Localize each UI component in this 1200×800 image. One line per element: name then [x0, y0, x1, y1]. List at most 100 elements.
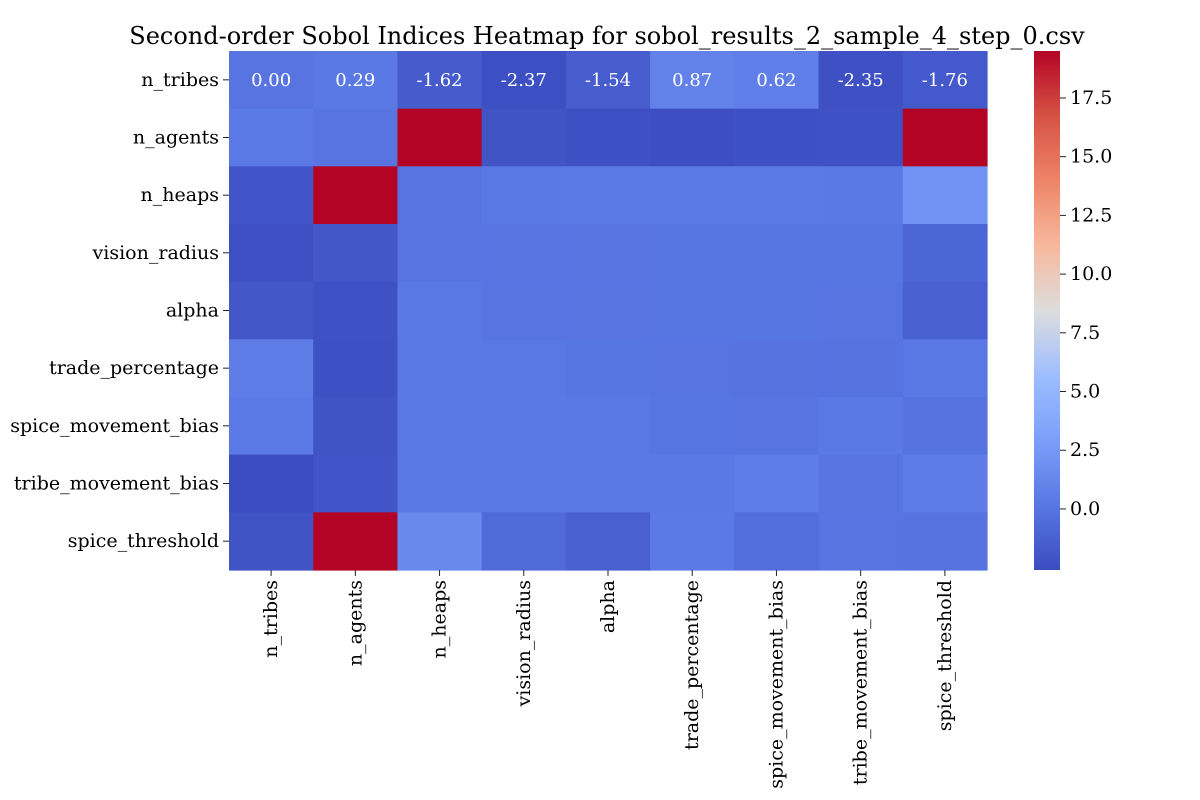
heatmap-cell [481, 51, 567, 110]
cell-value-label: 0.29 [335, 70, 375, 91]
heatmap-cell [313, 281, 399, 340]
x-tick-label: n_tribes [260, 580, 282, 658]
y-tick-label: n_agents [133, 127, 219, 149]
heatmap-cell [902, 397, 988, 456]
heatmap-cells [229, 51, 988, 571]
cell-value-label: 0.00 [251, 70, 291, 91]
heatmap-cell [397, 397, 483, 456]
cell-value-label: 0.62 [756, 70, 796, 91]
heatmap-cell [565, 454, 651, 513]
heatmap-cell [229, 512, 314, 571]
x-tick-label: spice_movement_bias [765, 580, 787, 789]
colorbar-ticks: 0.0 2.5 5.0 7.5 10.0 12.5 15.0 17.5 [1060, 87, 1112, 520]
x-tick-label: tribe_movement_bias [850, 580, 872, 785]
x-tick-label: alpha [597, 580, 619, 633]
heatmap-cell [902, 339, 988, 398]
colorbar-tick-label: 10.0 [1070, 263, 1112, 285]
colorbar-tick-label: 2.5 [1070, 439, 1100, 461]
heatmap-cell [734, 281, 820, 340]
heatmap-cell [565, 51, 651, 110]
colorbar-tick-label: 7.5 [1070, 322, 1100, 344]
heatmap-cell [650, 397, 735, 456]
x-tick-label: vision_radius [513, 580, 535, 707]
heatmap-cell [481, 397, 567, 456]
heatmap-cell [229, 51, 314, 110]
heatmap-cell [313, 224, 399, 283]
x-tick-labels: n_tribes n_agents n_heaps vision_radius alph… [260, 570, 956, 789]
heatmap-cell [650, 512, 735, 571]
colorbar-tick-label: 17.5 [1070, 87, 1112, 109]
heatmap-cell [902, 454, 988, 513]
y-tick-label: alpha [166, 300, 219, 322]
heatmap-cell [734, 166, 820, 225]
colorbar-tick-label: 0.0 [1070, 498, 1100, 520]
heatmap-cell [565, 512, 651, 571]
heatmap-cell [229, 166, 314, 225]
heatmap-cell [650, 454, 735, 513]
y-tick-labels: n_tribes n_agents n_heaps vision_radiusalph… [10, 69, 229, 552]
heatmap-cell [313, 454, 399, 513]
heatmap-cell [313, 108, 399, 167]
x-tick-label: trade_percentage [681, 580, 703, 750]
heatmap-cell [229, 339, 314, 398]
heatmap-cell [397, 108, 483, 167]
heatmap-cell [818, 51, 904, 110]
heatmap-cell [313, 512, 399, 571]
heatmap-cell [481, 512, 567, 571]
heatmap-cell [481, 166, 567, 225]
heatmap-cell [734, 454, 820, 513]
colorbar [1034, 51, 1060, 570]
cell-value-label: -2.35 [838, 70, 884, 91]
heatmap-cell [565, 339, 651, 398]
heatmap-cell [313, 166, 399, 225]
y-tick-label: n_tribes [141, 69, 219, 91]
heatmap-cell [650, 108, 735, 167]
heatmap-cell [734, 51, 820, 110]
cell-value-label: -1.76 [922, 70, 968, 91]
heatmap-cell [650, 281, 735, 340]
heatmap-cell [397, 224, 483, 283]
heatmap-cell [818, 281, 904, 340]
heatmap-cell [650, 224, 735, 283]
cell-value-label: -1.62 [416, 70, 462, 91]
heatmap-cell [902, 512, 988, 571]
y-tick-label: tribe_movement_bias [14, 473, 219, 495]
chart-title: Second-order Sobol Indices Heatmap for s… [129, 22, 1085, 50]
heatmap-cell [313, 397, 399, 456]
heatmap-cell [734, 108, 820, 167]
y-tick-label: n_heaps [141, 184, 219, 206]
heatmap-cell [902, 51, 988, 110]
x-tick-label: n_heaps [429, 580, 451, 658]
heatmap-cell [229, 108, 314, 167]
heatmap-cell [818, 454, 904, 513]
cell-annotations: 0.00 0.29 -1.62 -2.37 -1.54 0.87 0.62 -2.35 -1.7… [251, 70, 968, 91]
y-tick-label: trade_percentage [49, 357, 219, 379]
colorbar-tick-label: 5.0 [1070, 381, 1100, 403]
heatmap-cell [481, 454, 567, 513]
cell-value-label: 0.87 [672, 70, 712, 91]
heatmap-cell [565, 166, 651, 225]
heatmap-cell [734, 339, 820, 398]
heatmap-cell [818, 224, 904, 283]
heatmap-cell [229, 397, 314, 456]
y-tick-label: spice_movement_bias [10, 415, 219, 437]
heatmap-cell [397, 51, 483, 110]
x-tick-label: spice_threshold [934, 580, 956, 731]
heatmap-cell [397, 281, 483, 340]
heatmap-cell [902, 166, 988, 225]
heatmap-cell [818, 108, 904, 167]
colorbar-tick-label: 12.5 [1070, 204, 1112, 226]
heatmap-cell [229, 281, 314, 340]
colorbar-tick-label: 15.0 [1070, 146, 1112, 168]
cell-value-label: -2.37 [501, 70, 547, 91]
heatmap-cell [565, 108, 651, 167]
heatmap-cell [565, 281, 651, 340]
heatmap-cell [397, 166, 483, 225]
heatmap-cell [650, 339, 735, 398]
heatmap-cell [313, 51, 399, 110]
heatmap-cell [397, 454, 483, 513]
heatmap-cell [481, 108, 567, 167]
heatmap-cell [313, 339, 399, 398]
heatmap-cell [229, 224, 314, 283]
